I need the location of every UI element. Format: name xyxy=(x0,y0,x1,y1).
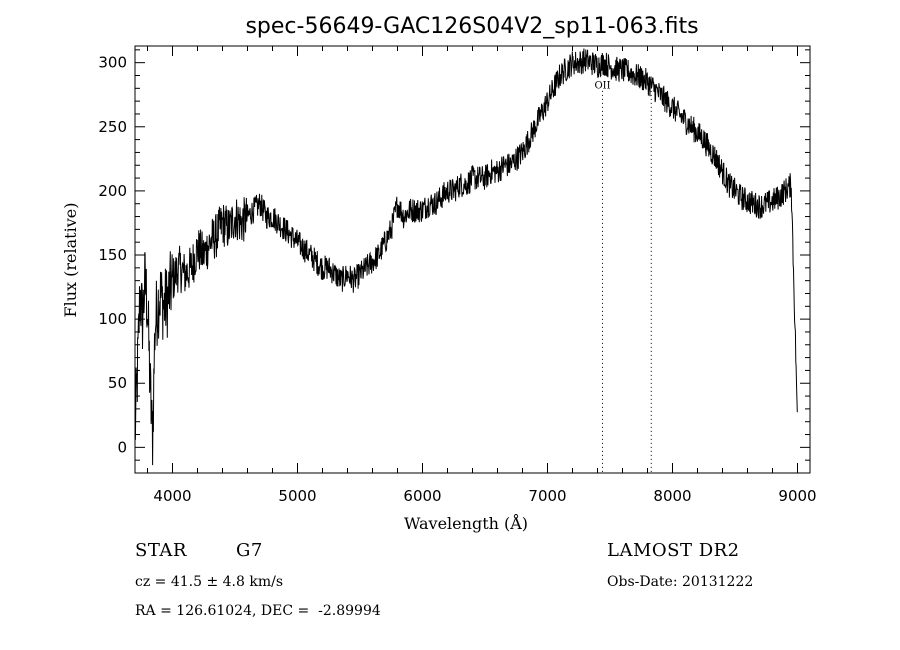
line-annotations: OII xyxy=(594,80,652,473)
plot-frame xyxy=(134,45,811,474)
x-tick-label: 4000 xyxy=(153,487,191,505)
x-axis-label: Wavelength (Å) xyxy=(404,513,528,533)
x-tick-label: 9000 xyxy=(778,487,816,505)
obs-date: Obs-Date: 20131222 xyxy=(607,574,754,590)
y-tick-label: 200 xyxy=(98,182,127,200)
object-subclass: G7 xyxy=(236,540,263,561)
object-class: STAR xyxy=(135,540,187,561)
x-tick-label: 7000 xyxy=(528,487,566,505)
y-tick-label: 100 xyxy=(98,310,127,328)
y-tick-label: 300 xyxy=(98,54,127,72)
axis-tick-labels: 4000 5000 6000 7000 8000 9000 0 50 100 150 200 250 3… xyxy=(98,54,816,505)
annotation-label: OII xyxy=(594,80,610,91)
y-tick-label: 0 xyxy=(117,438,127,456)
survey-name: LAMOST DR2 xyxy=(607,540,740,561)
coordinates: RA = 126.61024, DEC = -2.89994 xyxy=(135,603,381,619)
axis-ticks xyxy=(135,46,810,473)
y-tick-label: 250 xyxy=(98,118,127,136)
x-tick-label: 6000 xyxy=(403,487,441,505)
x-tick-label: 8000 xyxy=(653,487,691,505)
y-tick-label: 50 xyxy=(108,374,127,392)
chart-title: spec-56649-GAC126S04V2_sp11-063.fits xyxy=(245,14,698,39)
x-tick-label: 5000 xyxy=(278,487,316,505)
spectrum-line xyxy=(134,48,798,466)
redshift-text: cz = 41.5 ± 4.8 km/s xyxy=(135,574,284,590)
y-axis-label: Flux (relative) xyxy=(61,203,80,318)
y-tick-label: 150 xyxy=(98,246,127,264)
